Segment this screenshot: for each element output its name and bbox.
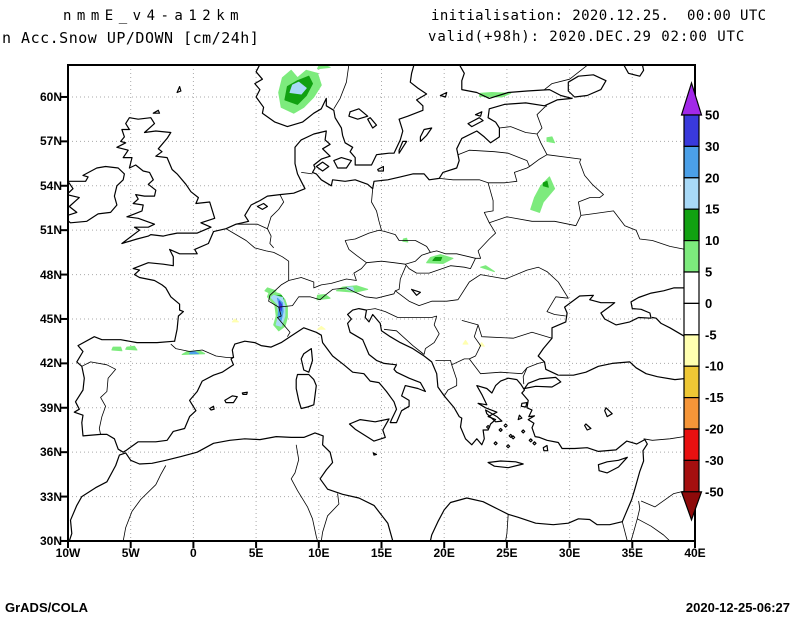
lon-tick-label: 5E — [248, 546, 264, 560]
colorbar-tick-label: -10 — [705, 359, 724, 374]
lat-tick-label: 48N — [39, 267, 62, 282]
colorbar-segment — [683, 428, 700, 461]
snow-patch-southern-norway — [289, 81, 307, 95]
colorbar-segment — [683, 397, 700, 430]
snow-patch-pyrenees — [189, 351, 199, 355]
snow-patch-cantabria-west — [111, 346, 123, 352]
colorbar-tick-label: -15 — [705, 390, 724, 405]
colorbar-tick-label: 30 — [705, 139, 719, 154]
lat-tick-label: 39N — [39, 400, 62, 415]
colorbar-tick-label: 15 — [705, 202, 719, 217]
colorbar-segment — [683, 271, 700, 304]
lat-tick-label: 33N — [39, 489, 62, 504]
snow-patch-belarus-upland — [542, 180, 549, 188]
lat-tick-label: 36N — [39, 445, 62, 460]
snow-patch-southern-france — [231, 318, 239, 323]
lon-tick-label: 10E — [308, 546, 330, 560]
lat-tick-label: 60N — [39, 89, 62, 104]
lon-tick-label: 10W — [55, 546, 81, 560]
lon-tick-label: 5W — [121, 546, 140, 560]
axis-ticks — [61, 95, 696, 548]
colorbar-tick-label: -30 — [705, 453, 724, 468]
colorbar-tick-label: -5 — [705, 327, 717, 342]
colorbar-tick-label: 20 — [705, 170, 719, 185]
snow-patch-serbia — [462, 339, 469, 345]
europe-map-svg — [61, 64, 696, 548]
snow-patch-ukrainian-carpathians — [480, 265, 495, 273]
colorbar-segment — [683, 145, 700, 179]
lon-tick-label: 20E — [433, 546, 455, 560]
lon-tick-label: 40E — [684, 546, 706, 560]
lat-tick-label: 54N — [39, 178, 62, 193]
snow-patch-western-alps — [278, 300, 283, 312]
colorbar-tick-label: 5 — [705, 265, 712, 280]
colorbar-segment — [683, 240, 700, 273]
lat-tick-label: 45N — [39, 311, 62, 326]
colorbar-tick-label: -50 — [705, 484, 724, 499]
lon-tick-label: 35E — [621, 546, 643, 560]
colorbar-segment — [683, 334, 700, 367]
creation-timestamp: 2020-12-25-06:27 — [685, 600, 790, 615]
snow-patch-belarus-upland — [530, 176, 556, 213]
snow-patch-tatras — [432, 257, 443, 261]
colorbar: 50 30 20 15 10 5 0 -5 -10 -15 -20 -30 -50 — [680, 78, 740, 542]
lon-tick-label: 25E — [496, 546, 518, 560]
snow-patch-apennines — [317, 325, 326, 330]
lat-tick-label: 42N — [39, 356, 62, 371]
colorbar-segment — [683, 177, 700, 210]
colorbar-segment — [683, 302, 700, 336]
lat-tick-label: 30N — [39, 533, 62, 548]
lon-tick-label: 15E — [370, 546, 393, 560]
map-canvas — [61, 64, 696, 548]
initialisation-time: initialisation: 2020.12.25. 00:00 UTC — [431, 8, 767, 24]
coastlines — [68, 65, 695, 541]
model-title: nmmE_v4-a12km — [63, 8, 245, 24]
lat-tick-label: 57N — [39, 134, 62, 149]
snow-patch-pskov-area — [546, 136, 556, 144]
grads-credit: GrADS/COLA — [5, 600, 89, 615]
lon-tick-label: 0 — [190, 546, 197, 560]
colorbar-tick-label: 0 — [705, 296, 712, 311]
colorbar-segment — [683, 459, 700, 493]
lon-tick-label: 30E — [558, 546, 581, 560]
lat-tick-label: 51N — [39, 223, 62, 238]
colorbar-tick-label: -20 — [705, 422, 724, 437]
country-borders — [81, 65, 695, 541]
colorbar-segment — [683, 365, 700, 399]
colorbar-tick-label: 50 — [705, 108, 719, 123]
colorbar-segment — [683, 114, 700, 147]
colorbar-segment — [683, 208, 700, 242]
variable-title: n Acc.Snow UP/DOWN [cm/24h] — [2, 29, 260, 47]
colorbar-bottom-arrow — [680, 491, 703, 522]
colorbar-tick-label: 10 — [705, 233, 719, 248]
snow-patch-cantabria-east — [125, 345, 138, 351]
snow-patches — [111, 65, 556, 355]
valid-time: valid(+98h): 2020.DEC.29 02:00 UTC — [428, 29, 746, 45]
colorbar-top-arrow — [680, 80, 703, 116]
